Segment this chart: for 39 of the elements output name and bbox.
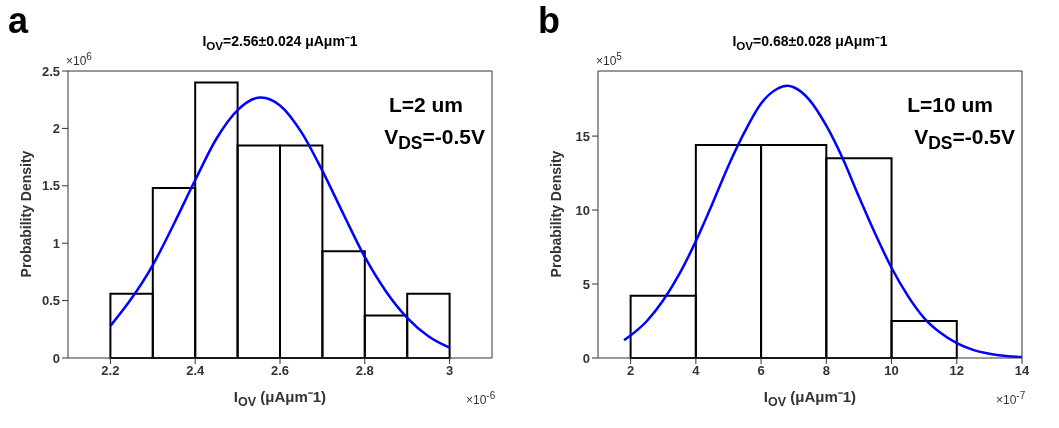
text: ×10$^{6}$ xyxy=(66,51,92,68)
x-tick-label: 2.8 xyxy=(355,363,374,379)
y-tick-label: 10 xyxy=(575,202,590,218)
x-tick-label: 14 xyxy=(1014,363,1030,379)
text: ×10$^{-6}$ xyxy=(466,390,496,407)
x-tick-label: 2.6 xyxy=(270,363,290,379)
y-axis-title: Probability Density xyxy=(18,149,34,279)
line-series xyxy=(622,84,1022,358)
chart-title: I$_{OV}$=2.56±0.024 μAμm⁻1 xyxy=(201,32,359,52)
y-tick-label: 1 xyxy=(52,235,60,251)
x-tick-label: 2 xyxy=(627,363,635,379)
x-axis-title: I$_{OV}$ (μAμm⁻1) xyxy=(233,388,327,409)
y-axis-title: Probability Density xyxy=(548,149,564,279)
x-tick-label: 2.2 xyxy=(101,363,120,379)
x-tick-label: 3 xyxy=(445,363,454,379)
text: ×10$^{-7}$ xyxy=(996,390,1026,407)
y-tick-label: 2 xyxy=(52,121,60,137)
y-tick-label: 0 xyxy=(52,350,60,366)
x-tick-label: 2.4 xyxy=(186,363,205,379)
x-tick-label: 12 xyxy=(949,363,964,379)
x-tick-label: 8 xyxy=(822,363,830,379)
chart-title: I$_{OV}$=0.68±0.028 μAμm⁻1 xyxy=(731,32,889,52)
annotation: V$_{DS}$=-0.5V xyxy=(914,125,1015,155)
x-tick-label: 6 xyxy=(757,363,765,379)
text: ×10$^{5}$ xyxy=(596,51,622,68)
y-tick-label: 0.5 xyxy=(41,293,60,309)
y-tick-label: 15 xyxy=(575,128,590,144)
y-tick-label: 1.5 xyxy=(41,178,60,194)
x-axis-title: I$_{OV}$ (μAμm⁻1) xyxy=(763,388,857,409)
x-tick-label: 10 xyxy=(884,363,899,379)
annotation: L=2 um xyxy=(388,93,463,117)
x-tick-label: 4 xyxy=(692,363,701,379)
text: b xyxy=(538,0,560,42)
annotation: V$_{DS}$=-0.5V xyxy=(384,125,485,155)
text: a xyxy=(8,0,29,42)
y-tick-label: 5 xyxy=(582,276,590,292)
annotation: L=10 um xyxy=(907,93,993,117)
y-tick-label: 0 xyxy=(582,350,590,366)
y-tick-label: 2.5 xyxy=(41,63,60,79)
